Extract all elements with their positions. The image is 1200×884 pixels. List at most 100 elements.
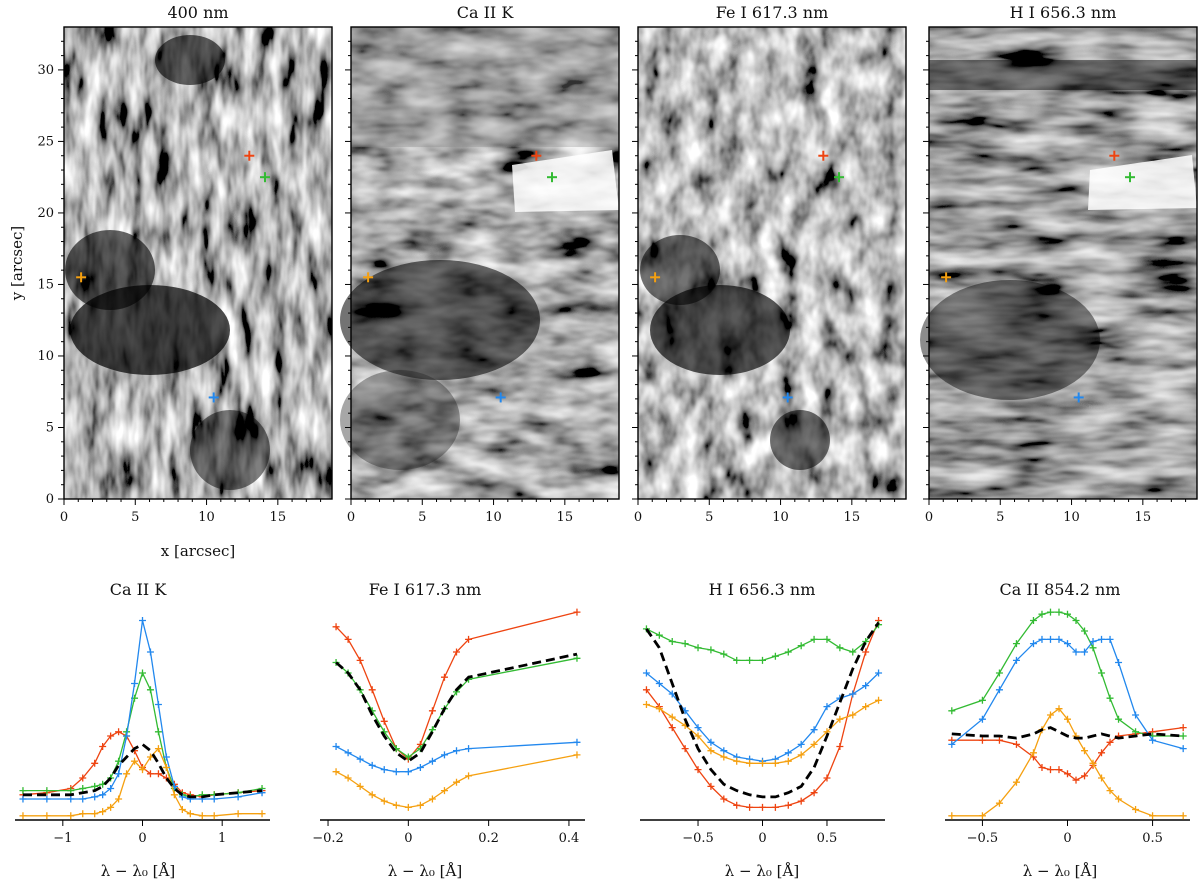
red-data-point xyxy=(1106,738,1114,746)
orange-data-point xyxy=(849,711,857,719)
x-tick-label: 5 xyxy=(996,510,1004,525)
orange-data-point xyxy=(810,740,818,748)
blue-data-point xyxy=(67,795,75,803)
y-tick-label: 25 xyxy=(37,134,54,149)
orange-data-point xyxy=(115,795,123,803)
blue-profile-line xyxy=(951,638,1184,750)
orange-data-point xyxy=(380,797,388,805)
blue-data-point xyxy=(465,745,473,753)
blue-data-point xyxy=(344,749,352,757)
x-tick-label: 0 xyxy=(758,831,766,846)
green-data-point xyxy=(146,686,154,694)
green-profile-line xyxy=(646,624,880,662)
x-tick-label: 15 xyxy=(844,510,861,525)
panel-title: Fe I 617.3 nm xyxy=(369,580,482,599)
panel-title: Fe I 617.3 nm xyxy=(716,3,829,22)
orange-data-point xyxy=(1081,747,1089,755)
blue-data-point xyxy=(404,768,412,776)
blue-data-point xyxy=(146,648,154,656)
green-data-point xyxy=(978,696,986,704)
y-tick-label: 5 xyxy=(46,420,54,435)
orange-data-point xyxy=(440,787,448,795)
x-tick-label: 15 xyxy=(270,510,287,525)
dark-fibril xyxy=(929,60,1197,90)
blue-data-point xyxy=(392,768,400,776)
red-data-point xyxy=(720,795,728,803)
green-data-point xyxy=(67,787,75,795)
red-data-point xyxy=(99,743,107,750)
x-tick-label: 0 xyxy=(347,510,355,525)
average-profile-line xyxy=(645,621,880,799)
orange-data-point xyxy=(43,812,51,820)
blue-data-point xyxy=(380,766,388,774)
x-tick-label: −1 xyxy=(53,831,72,846)
blue-data-point xyxy=(258,789,266,797)
dark-region xyxy=(640,235,720,305)
orange-data-point xyxy=(836,715,844,723)
blue-data-point xyxy=(655,680,663,687)
orange-data-point xyxy=(1132,806,1140,813)
blue-data-point xyxy=(99,791,107,799)
blue-data-point xyxy=(1046,635,1054,643)
profile-panel-caii854: Ca II 854.2 nm λ − λ₀ [Å] xyxy=(1000,580,1121,880)
solar-image-halpha xyxy=(929,27,1197,499)
dark-region xyxy=(340,260,540,380)
orange-data-point xyxy=(1149,812,1157,820)
average-profile-line xyxy=(335,652,578,763)
red-data-point xyxy=(332,623,340,631)
blue-data-point xyxy=(1106,635,1114,643)
red-data-point xyxy=(862,648,870,656)
blue-data-point xyxy=(1132,711,1140,719)
orange-data-point xyxy=(234,810,242,818)
orange-profile-line xyxy=(23,747,262,817)
x-tick-label: 0 xyxy=(925,510,933,525)
x-tick-label: 10 xyxy=(485,510,502,525)
blue-data-point xyxy=(139,617,146,624)
red-data-point xyxy=(91,759,99,767)
red-data-point xyxy=(642,686,650,694)
orange-data-point xyxy=(162,764,170,771)
panel-title: 400 nm xyxy=(167,3,228,22)
blue-data-point xyxy=(823,703,831,711)
orange-data-point xyxy=(1098,774,1106,782)
red-data-point xyxy=(380,717,388,725)
x-axis-label: λ − λ₀ [Å] xyxy=(1023,862,1097,880)
x-tick-label: −0.5 xyxy=(967,831,999,846)
blue-data-point xyxy=(115,770,123,778)
green-data-point xyxy=(139,669,146,677)
orange-data-point xyxy=(694,732,702,740)
orange-data-point xyxy=(862,703,870,711)
green-data-point xyxy=(784,648,792,656)
red-data-point xyxy=(797,797,805,805)
x-tick-label: 0.2 xyxy=(478,831,499,846)
red-data-point xyxy=(1098,749,1106,757)
orange-data-point xyxy=(67,812,75,820)
x-tick-label: 0.4 xyxy=(559,831,580,846)
green-data-point xyxy=(404,753,412,761)
green-data-point xyxy=(1098,669,1106,677)
blue-data-point xyxy=(573,738,581,746)
red-data-point xyxy=(1081,772,1089,780)
image-panel-400nm: 400 nm xyxy=(63,3,333,500)
profile-panel-fei: Fe I 617.3 nm λ − λ₀ [Å] xyxy=(369,580,482,880)
green-data-point xyxy=(1106,694,1114,702)
orange-data-point xyxy=(79,810,87,818)
red-data-point xyxy=(995,736,1003,744)
panel-frame xyxy=(350,26,620,500)
red-data-point xyxy=(1046,766,1054,774)
blue-data-point xyxy=(453,747,461,755)
blue-data-point xyxy=(428,757,436,765)
orange-data-point xyxy=(332,768,340,776)
orange-data-point xyxy=(733,757,741,765)
orange-data-point xyxy=(573,751,581,759)
blue-data-point xyxy=(948,740,956,748)
red-data-point xyxy=(115,728,123,736)
x-tick-label: 10 xyxy=(198,510,215,525)
orange-data-point xyxy=(392,801,400,809)
red-profile-line xyxy=(335,611,578,761)
panel-frame xyxy=(637,26,907,500)
red-data-point xyxy=(746,803,754,811)
orange-data-point xyxy=(771,759,779,767)
panel-title: H I 656.3 nm xyxy=(1010,3,1117,22)
x-tick-label: 0 xyxy=(404,831,412,846)
